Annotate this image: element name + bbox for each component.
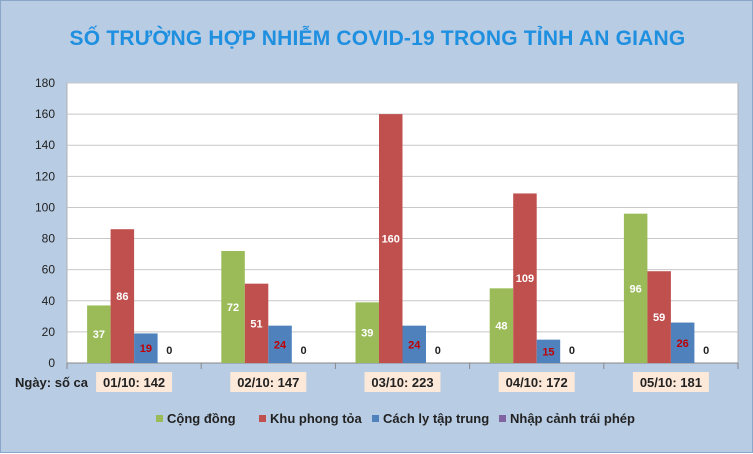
data-label: 0 bbox=[569, 345, 575, 357]
bar bbox=[355, 302, 379, 363]
x-axis-title: Ngày: số ca bbox=[15, 375, 89, 390]
bar bbox=[489, 288, 514, 363]
y-tick-label: 20 bbox=[42, 325, 56, 339]
data-label: 0 bbox=[435, 345, 441, 357]
legend-swatch bbox=[372, 415, 379, 422]
legend-label: Cách ly tập trung bbox=[383, 411, 489, 426]
data-label: 0 bbox=[703, 345, 709, 357]
y-tick-label: 0 bbox=[48, 356, 55, 370]
legend-label: Khu phong tỏa bbox=[270, 411, 362, 426]
category-label-bg bbox=[632, 372, 709, 392]
bar bbox=[244, 283, 269, 363]
bar bbox=[647, 271, 671, 363]
data-label: 39 bbox=[361, 328, 373, 340]
bar bbox=[513, 193, 537, 363]
x-category-label: 04/10: 172 bbox=[506, 375, 568, 390]
bar bbox=[623, 213, 648, 363]
y-tick-label: 160 bbox=[35, 107, 55, 121]
category-label-bg bbox=[498, 372, 575, 392]
data-label: 0 bbox=[300, 345, 306, 357]
data-label: 160 bbox=[382, 234, 400, 246]
y-tick-label: 40 bbox=[42, 294, 56, 308]
data-label: 19 bbox=[140, 343, 152, 355]
legend-swatch bbox=[156, 415, 163, 422]
category-label-bg bbox=[364, 372, 441, 392]
data-label: 48 bbox=[495, 321, 507, 333]
data-label: 109 bbox=[516, 273, 534, 285]
data-label: 86 bbox=[116, 291, 128, 303]
data-label: 0 bbox=[166, 345, 172, 357]
data-label: 37 bbox=[93, 329, 105, 341]
data-label: 26 bbox=[677, 338, 689, 350]
y-tick-label: 120 bbox=[35, 169, 55, 183]
x-category-label: 03/10: 223 bbox=[371, 375, 433, 390]
bar bbox=[268, 325, 292, 363]
category-label-bg bbox=[96, 372, 173, 392]
legend-swatch bbox=[499, 415, 506, 422]
data-label: 15 bbox=[542, 346, 554, 358]
data-label: 59 bbox=[653, 312, 665, 324]
x-category-label: 02/10: 147 bbox=[237, 375, 299, 390]
y-tick-label: 140 bbox=[35, 138, 55, 152]
y-tick-label: 60 bbox=[42, 263, 56, 277]
bar bbox=[536, 339, 561, 363]
x-category-label: 01/10: 142 bbox=[103, 375, 165, 390]
data-label: 24 bbox=[408, 339, 421, 351]
bar bbox=[670, 322, 695, 363]
data-label: 96 bbox=[630, 283, 642, 295]
legend-swatch bbox=[259, 415, 266, 422]
bar bbox=[379, 114, 403, 363]
bar bbox=[402, 325, 426, 363]
category-label-bg bbox=[230, 372, 307, 392]
data-label: 24 bbox=[274, 339, 287, 351]
x-category-label: 05/10: 181 bbox=[640, 375, 702, 390]
legend-label: Cộng đồng bbox=[167, 411, 236, 426]
data-label: 51 bbox=[250, 318, 262, 330]
bar bbox=[110, 229, 135, 363]
legend-label: Nhập cảnh trái phép bbox=[510, 411, 635, 426]
y-tick-label: 180 bbox=[35, 76, 55, 90]
chart-title: SỐ TRƯỜNG HỢP NHIỄM COVID-19 TRONG TỈNH … bbox=[69, 27, 686, 50]
y-tick-label: 100 bbox=[35, 200, 55, 214]
bar bbox=[221, 251, 245, 363]
data-label: 72 bbox=[227, 302, 239, 314]
bar bbox=[87, 305, 111, 363]
bar bbox=[134, 333, 158, 363]
y-tick-label: 80 bbox=[42, 232, 56, 246]
